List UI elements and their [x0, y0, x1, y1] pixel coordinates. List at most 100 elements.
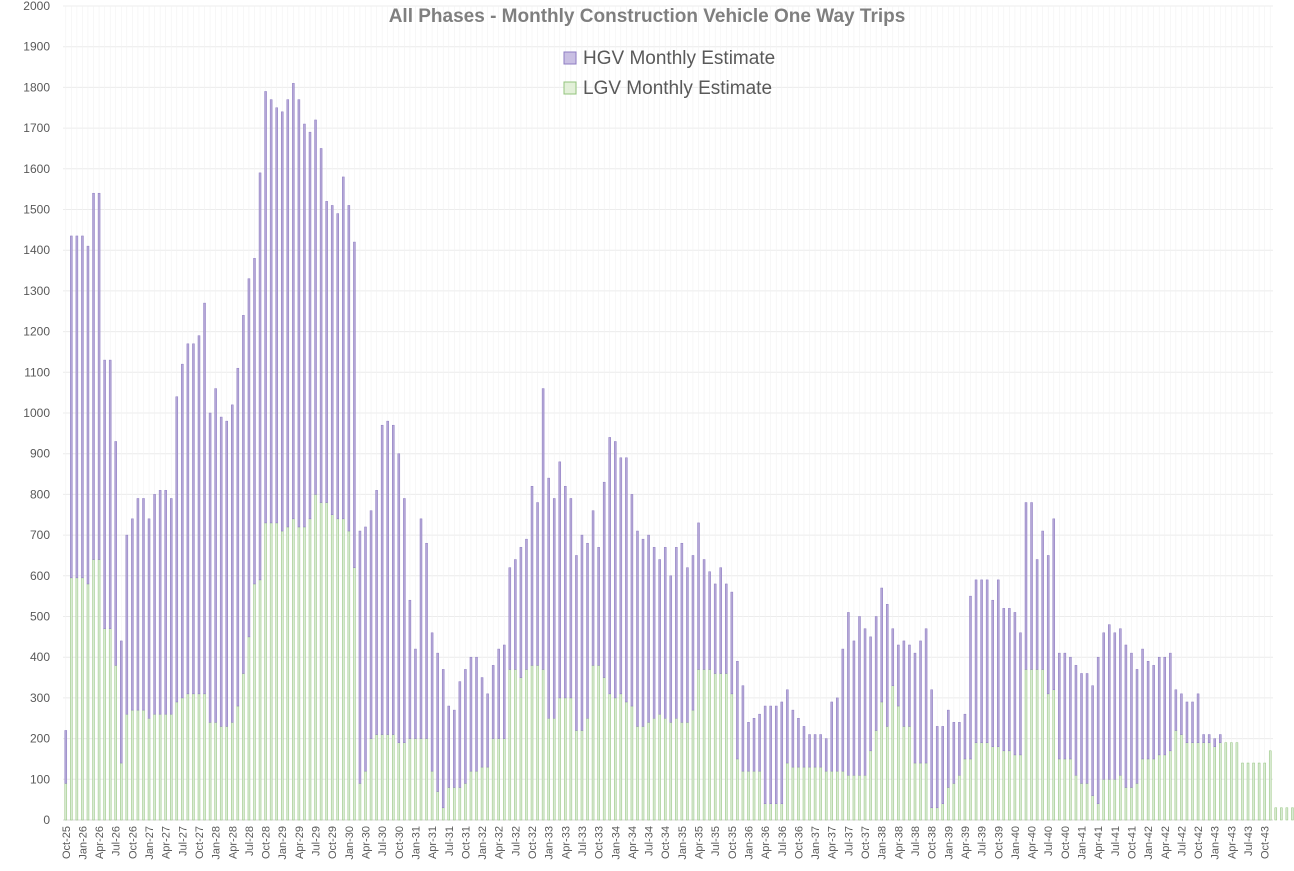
bar-lgv — [969, 758, 972, 821]
bar-lgv — [1207, 742, 1211, 821]
bar-hgv — [614, 441, 617, 699]
x-tick-label: Jul-27 — [177, 826, 189, 856]
bar-hgv — [897, 644, 900, 707]
bar-hgv — [1074, 665, 1078, 776]
x-tick-label: Jul-37 — [843, 826, 855, 856]
bar-hgv — [858, 616, 861, 776]
bar-hgv — [475, 656, 478, 772]
bar-lgv — [1019, 754, 1022, 821]
bar-hgv — [536, 502, 539, 666]
bar-hgv — [286, 99, 290, 528]
bar-lgv — [75, 577, 79, 821]
bar-lgv — [669, 722, 673, 821]
bar-hgv — [869, 636, 872, 752]
bar-lgv — [713, 673, 717, 821]
bar-lgv — [1085, 783, 1089, 821]
bar-lgv — [469, 770, 473, 821]
bar-lgv — [541, 669, 545, 821]
bar-lgv — [547, 718, 550, 821]
bar-lgv — [458, 787, 462, 821]
bar-lgv — [1291, 807, 1294, 821]
bar-lgv — [869, 750, 872, 821]
bar-lgv — [1024, 669, 1028, 821]
bar-hgv — [503, 644, 506, 739]
bar-lgv — [441, 807, 445, 821]
bar-hgv — [908, 644, 911, 727]
bar-hgv — [336, 213, 339, 520]
x-tick-label: Jan-32 — [477, 826, 489, 860]
bar-hgv — [280, 111, 284, 532]
y-tick-label: 0 — [43, 813, 50, 827]
bar-hgv — [197, 335, 201, 695]
legend-swatch-hgv — [563, 51, 577, 65]
bar-lgv — [297, 526, 301, 821]
bar-hgv — [464, 669, 467, 784]
x-tick-label: Jul-40 — [1043, 826, 1055, 856]
y-tick-label: 1600 — [23, 162, 50, 176]
bar-lgv — [1180, 734, 1183, 821]
bar-lgv — [608, 693, 611, 821]
bar-hgv — [1035, 559, 1039, 670]
bar-hgv — [552, 498, 556, 719]
bar-hgv — [408, 599, 412, 739]
bar-hgv — [686, 567, 689, 723]
bar-lgv — [92, 559, 95, 821]
x-tick-label: Oct-32 — [527, 826, 539, 859]
bar-hgv — [414, 648, 417, 739]
bar-hgv — [752, 718, 756, 772]
bar-lgv — [913, 762, 917, 821]
bar-hgv — [1046, 555, 1050, 695]
bar-hgv — [364, 526, 367, 772]
bar-hgv — [564, 486, 567, 699]
bar-lgv — [1174, 730, 1178, 821]
bar-lgv — [813, 766, 817, 821]
bar-lgv — [797, 766, 800, 821]
bar-hgv — [380, 424, 384, 735]
x-tick-label: Oct-33 — [594, 826, 606, 859]
bar-lgv — [963, 758, 967, 821]
bar-lgv — [336, 518, 339, 821]
bar-lgv — [836, 770, 839, 821]
bar-lgv — [225, 726, 228, 821]
bar-lgv — [1052, 689, 1056, 821]
y-tick-label: 1500 — [23, 203, 50, 217]
bar-hgv — [652, 547, 656, 719]
bar-hgv — [1008, 608, 1011, 752]
bar-hgv — [1185, 701, 1189, 743]
x-tick-label: Jan-39 — [943, 826, 955, 860]
y-tick-label: 1800 — [23, 80, 50, 94]
bar-lgv — [1163, 754, 1167, 821]
bar-hgv — [120, 640, 123, 764]
bar-hgv — [830, 701, 833, 772]
bar-lgv — [597, 665, 600, 821]
bar-lgv — [108, 628, 112, 821]
bar-lgv — [158, 713, 162, 821]
x-tick-label: Jan-28 — [211, 826, 223, 860]
bar-hgv — [1202, 734, 1205, 743]
bar-lgv — [769, 803, 772, 821]
bar-hgv — [1174, 689, 1178, 731]
bar-lgv — [408, 738, 412, 821]
bar-hgv — [247, 278, 251, 638]
bar-lgv — [1096, 803, 1100, 821]
bar-hgv — [941, 726, 944, 804]
bar-hgv — [192, 343, 195, 695]
bar-lgv — [708, 669, 711, 821]
bar-hgv — [97, 192, 101, 560]
bar-lgv — [1030, 669, 1033, 821]
bar-lgv — [602, 677, 606, 821]
x-tick-label: Apr-32 — [494, 826, 506, 859]
bar-hgv — [325, 201, 328, 503]
bar-hgv — [203, 302, 206, 695]
bar-hgv — [1207, 734, 1211, 743]
bar-hgv — [70, 235, 73, 579]
bar-lgv — [186, 693, 190, 821]
bar-hgv — [741, 685, 745, 772]
bar-lgv — [325, 502, 328, 821]
bar-lgv — [253, 583, 256, 821]
bar-hgv — [441, 669, 445, 809]
bar-hgv — [824, 738, 828, 772]
bar-lgv — [269, 522, 273, 821]
bar-hgv — [1163, 656, 1167, 756]
